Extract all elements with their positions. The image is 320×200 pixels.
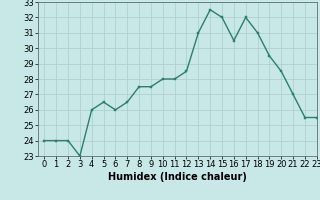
X-axis label: Humidex (Indice chaleur): Humidex (Indice chaleur) [108, 172, 247, 182]
